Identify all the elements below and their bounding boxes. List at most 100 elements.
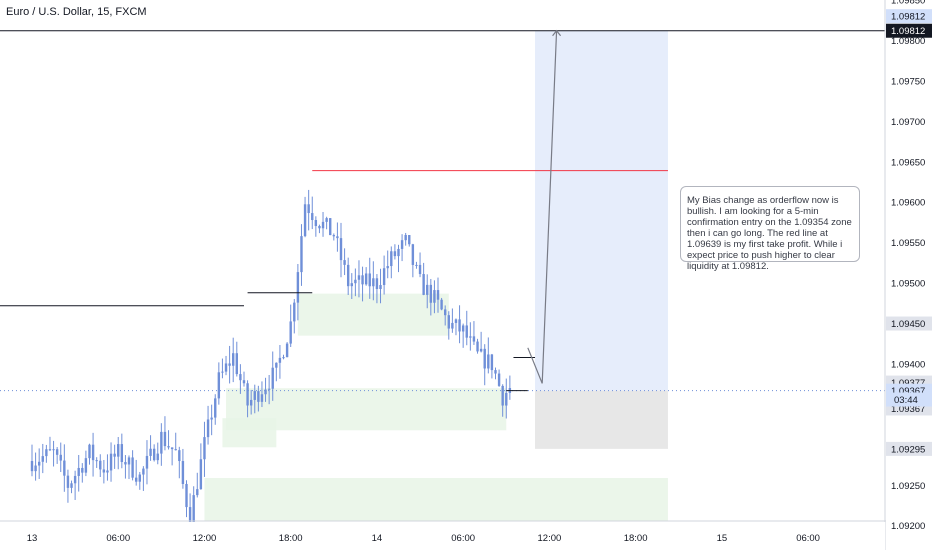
candle-body [185,483,188,508]
candle-body [436,290,440,300]
candle-body [264,389,267,395]
candle-body [45,449,48,457]
price-axis-bg [886,0,932,550]
candle-body [494,370,497,374]
candle-body [37,461,41,466]
candle-body [224,363,228,372]
price-badge-label: 1.09377 [891,378,925,389]
y-tick-label: 1.09700 [891,117,925,128]
candle-body [372,278,375,287]
candle-body [102,469,106,473]
candle-body [404,235,407,241]
candle-body [106,470,109,473]
candle-body [167,446,170,448]
candle-body [354,279,357,284]
candle-body [329,218,332,236]
candle-body [361,275,364,285]
candle-body [321,221,325,229]
countdown-badge [886,392,932,407]
candle-body [433,290,436,303]
candle-body [131,457,134,478]
price-badge-label: 1.09367 [891,404,925,415]
candle-body [232,353,235,366]
candle-body [63,460,66,476]
candle-body [325,218,328,222]
candle-body [52,449,55,451]
candle-body [375,278,379,290]
candle-body [476,341,479,352]
candle-body [303,204,307,237]
candle-body [293,302,296,322]
candle-body [174,449,177,451]
candle-body [289,321,292,344]
candle-body [397,248,400,257]
candle-body [343,260,346,265]
candle-body [307,204,310,214]
candle-body [253,391,256,400]
candle-body [138,474,141,482]
candle-body [314,220,318,227]
candle-body [81,467,84,473]
candle-body [487,354,490,369]
price-badge [886,23,932,38]
candle-body [84,458,88,473]
candle-body [210,417,213,420]
x-tick-label: 12:00 [538,533,562,544]
candle-body [41,456,44,462]
price-badge-label: 1.09295 [891,444,925,455]
candle-body [364,273,368,285]
candle-body [332,235,336,237]
candle-body [242,380,246,384]
x-tick-label: 06:00 [796,533,820,544]
candle-body [390,251,393,267]
candle-body [271,367,274,389]
candle-body [77,467,80,476]
candle-body [346,264,350,287]
candle-body [217,372,221,399]
candle-body [145,455,149,469]
candle-body [278,357,282,363]
candle-body [124,462,127,465]
candle-body [461,325,465,332]
x-tick-label: 13 [27,533,38,544]
candles [30,189,512,540]
demand-zone [222,418,277,448]
projection-arrowhead [552,29,562,37]
candle-body [267,388,271,390]
candle-body [311,213,314,221]
candle-body [382,268,386,286]
x-tick-label: 14 [372,533,383,544]
candle-body [178,450,181,462]
candle-body [386,266,389,269]
candle-body [109,453,113,471]
candle-body [152,448,156,461]
y-tick-label: 1.09250 [891,481,925,492]
candle-body [350,283,353,287]
price-badge [886,316,932,331]
candle-body [260,394,264,402]
candle-body [300,236,303,273]
candle-body [318,226,321,229]
price-badge [886,9,932,24]
candle-body [149,448,152,456]
price-badge [886,441,932,456]
candle-body [127,457,131,465]
candle-body [88,444,91,459]
price-badge-label: 1.09450 [891,319,925,330]
candle-body [426,284,429,295]
candle-body [368,273,371,287]
demand-zone [204,478,668,521]
candle-body [117,444,120,457]
candle-body [479,348,483,352]
long-target-zone [535,30,668,391]
candle-body [221,371,224,373]
candle-body [95,460,98,462]
candle-body [336,236,339,239]
candle-body [411,244,415,265]
candle-body [170,447,174,450]
analysis-note[interactable]: My Bias change as orderflow now is bulli… [680,186,860,272]
candle-body [483,348,486,369]
candle-body [196,489,199,496]
candle-body [422,274,425,295]
